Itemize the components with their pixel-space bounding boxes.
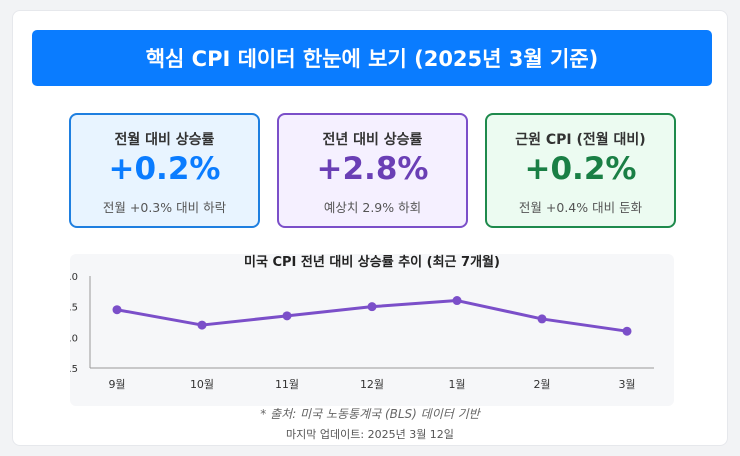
stat-label: 근원 CPI (전월 대비): [515, 132, 646, 148]
source-note: * 출처: 미국 노동통계국 (BLS) 데이터 기반: [260, 407, 480, 421]
data-point: [112, 305, 122, 315]
data-point-group: [112, 296, 632, 336]
page-title: 핵심 CPI 데이터 한눈에 보기 (2025년 3월 기준): [145, 47, 599, 71]
data-point: [622, 326, 632, 336]
x-tick-label: 9월: [108, 378, 125, 391]
last-updated: 마지막 업데이트: 2025년 3월 12일: [286, 428, 454, 441]
data-point: [197, 320, 207, 330]
y-tick-label: 3.0: [70, 333, 78, 344]
stat-card-mom: 전월 대비 상승률 +0.2% 전월 +0.3% 대비 하락: [69, 113, 260, 228]
x-tick-label: 12월: [360, 378, 384, 391]
y-tick-label: 3.5: [70, 303, 78, 314]
stat-value: +2.8%: [316, 151, 429, 187]
stat-note: 예상치 2.9% 하회: [323, 200, 422, 215]
chart-title: 미국 CPI 전년 대비 상승률 추이 (최근 7개월): [244, 254, 500, 270]
stat-value: +0.2%: [524, 151, 637, 187]
x-tick-label: 1월: [448, 378, 465, 391]
x-tick-label: 3월: [618, 378, 635, 391]
stat-card-yoy: 전년 대비 상승률 +2.8% 예상치 2.9% 하회: [277, 113, 468, 228]
stat-note: 전월 +0.4% 대비 둔화: [518, 200, 643, 215]
data-point: [282, 311, 292, 321]
y-tick-label: 4.0: [70, 272, 78, 283]
y-tick-label: 2.5: [70, 364, 78, 375]
stat-value: +0.2%: [108, 151, 221, 187]
x-tick-label: 11월: [275, 378, 299, 391]
cpi-line-chart: 미국 CPI 전년 대비 상승률 추이 (최근 7개월) 2.5 3.0 3.5 4.…: [70, 254, 654, 391]
chart-panel: 미국 CPI 전년 대비 상승률 추이 (최근 7개월) 2.5 3.0 3.5 4.…: [70, 254, 674, 406]
x-tick-group: 9월 10월 11월 12월 1월 2월 3월: [108, 378, 635, 391]
stat-label: 전년 대비 상승률: [322, 132, 423, 148]
data-point: [452, 296, 462, 306]
x-tick-label: 2월: [533, 378, 550, 391]
stat-label: 전월 대비 상승률: [114, 132, 215, 148]
y-tick-group: 2.5 3.0 3.5 4.0: [70, 272, 78, 375]
stat-card-core: 근원 CPI (전월 대비) +0.2% 전월 +0.4% 대비 둔화: [485, 113, 676, 228]
stat-note: 전월 +0.3% 대비 하락: [102, 200, 227, 215]
page-title-banner: 핵심 CPI 데이터 한눈에 보기 (2025년 3월 기준): [32, 30, 712, 86]
data-point: [537, 314, 547, 324]
data-point: [367, 302, 377, 312]
x-tick-label: 10월: [190, 378, 214, 391]
